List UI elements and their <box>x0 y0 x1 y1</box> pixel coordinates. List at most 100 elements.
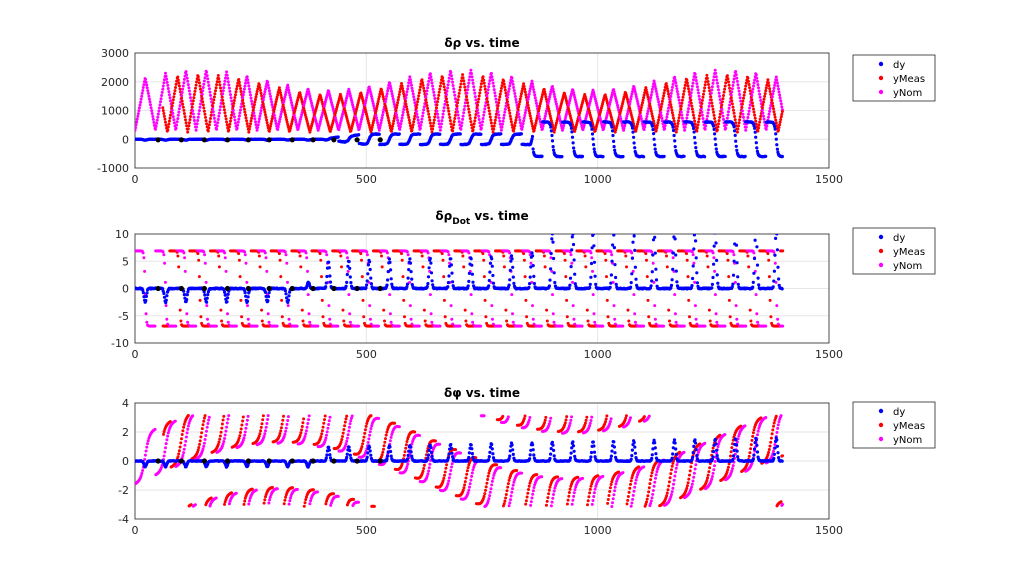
dy-point <box>549 125 553 129</box>
ynom-point <box>718 94 722 98</box>
ynom-point <box>358 122 362 126</box>
ymeas-point <box>563 92 567 96</box>
ymeas-point <box>552 130 556 134</box>
ynom-point <box>549 256 553 260</box>
ynom-point <box>146 89 150 93</box>
ymeas-point <box>675 124 679 128</box>
ynom-point <box>149 106 153 110</box>
ymeas-point <box>709 98 713 102</box>
ymeas-point <box>727 80 730 84</box>
ynom-point <box>396 121 400 125</box>
ymeas-point <box>285 118 289 122</box>
ynom-point <box>288 93 292 97</box>
ynom-point <box>551 312 555 316</box>
ymeas-point <box>543 90 547 94</box>
panel-title: δρ vs. time <box>444 36 519 50</box>
ynom-point <box>143 269 147 273</box>
ynom-point <box>694 317 698 321</box>
ymeas-point <box>274 102 277 106</box>
ymeas-point <box>242 107 246 111</box>
black-marker <box>224 137 231 143</box>
ynom-point <box>388 293 392 297</box>
ymeas-point <box>705 76 709 80</box>
ynom-point <box>452 90 456 94</box>
ymeas-point <box>420 78 424 82</box>
ynom-point <box>559 124 563 128</box>
ynom-point <box>528 250 532 254</box>
ymeas-point <box>451 126 455 130</box>
ymeas-point <box>740 102 744 106</box>
ynom-point <box>388 81 392 85</box>
ymeas-point <box>209 113 213 117</box>
ynom-point <box>141 89 145 92</box>
ymeas-point <box>624 254 628 258</box>
dy-point <box>438 132 442 136</box>
ymeas-point <box>726 77 730 81</box>
ynom-point <box>360 117 363 121</box>
ynom-point <box>376 121 380 125</box>
ymeas-point <box>519 92 523 96</box>
ynom-point <box>533 93 537 97</box>
ymeas-point <box>497 101 501 105</box>
ymeas-point <box>747 83 751 86</box>
ynom-point <box>368 317 372 321</box>
ynom-point <box>690 88 694 91</box>
ymeas-point <box>516 108 520 111</box>
ymeas-point <box>706 80 710 83</box>
ynom-point <box>412 95 416 99</box>
ymeas-point <box>402 92 406 96</box>
ymeas-point <box>565 298 569 302</box>
ynom-point <box>137 106 141 110</box>
ynom-point <box>237 114 241 118</box>
ynom-point <box>286 83 290 87</box>
ynom-point <box>564 115 568 118</box>
ymeas-point <box>499 89 503 93</box>
ymeas-point <box>420 254 424 258</box>
ynom-point <box>214 324 218 328</box>
ymeas-point <box>699 105 703 109</box>
ynom-point <box>254 123 258 127</box>
ynom-point <box>522 119 526 123</box>
ynom-point <box>172 118 176 122</box>
ymeas-point <box>496 107 499 110</box>
ymeas-point <box>359 252 363 256</box>
ymeas-point <box>464 319 468 323</box>
ymeas-point <box>774 118 778 122</box>
ynom-point <box>496 110 500 114</box>
ynom-point <box>244 261 248 265</box>
ymeas-point <box>746 76 750 80</box>
ynom-point <box>437 119 441 123</box>
ynom-point <box>197 109 201 113</box>
ymeas-point <box>239 87 242 90</box>
ymeas-point <box>584 265 588 269</box>
ymeas-point <box>722 94 725 97</box>
ymeas-point <box>387 121 391 125</box>
ymeas-point <box>264 113 267 117</box>
ymeas-point <box>522 258 526 262</box>
ymeas-point <box>453 117 457 120</box>
ynom-point <box>744 125 748 129</box>
ymeas-point <box>456 98 460 102</box>
ynom-point <box>701 117 705 120</box>
ynom-point <box>613 317 617 321</box>
ynom-point <box>528 89 532 93</box>
ymeas-point <box>360 258 363 262</box>
ynom-point <box>479 126 483 130</box>
ynom-point <box>467 251 471 255</box>
ynom-point <box>447 253 451 257</box>
ynom-point <box>346 92 350 96</box>
ynom-point <box>744 128 748 132</box>
ymeas-point <box>686 275 690 279</box>
dy-point <box>713 132 717 136</box>
ymeas-point <box>181 105 185 109</box>
ymeas-point <box>260 319 264 323</box>
ynom-point <box>750 90 754 94</box>
ymeas-point <box>476 100 480 104</box>
ymeas-point <box>752 110 756 114</box>
ynom-point <box>683 125 687 129</box>
ynom-point <box>137 109 141 113</box>
ymeas-point <box>753 116 757 120</box>
ymeas-point <box>533 123 537 127</box>
ymeas-point <box>189 115 192 118</box>
ynom-point <box>269 97 273 101</box>
